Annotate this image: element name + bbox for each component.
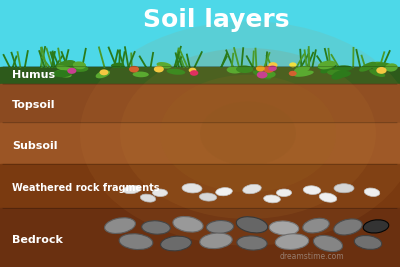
Ellipse shape xyxy=(303,218,329,233)
Ellipse shape xyxy=(319,193,337,202)
Circle shape xyxy=(190,70,198,76)
Ellipse shape xyxy=(142,221,170,234)
Ellipse shape xyxy=(119,234,153,250)
Circle shape xyxy=(129,66,139,73)
Ellipse shape xyxy=(385,63,398,72)
Circle shape xyxy=(268,65,277,71)
Bar xyxy=(0,84,400,123)
Ellipse shape xyxy=(140,194,156,202)
Circle shape xyxy=(154,66,164,72)
Ellipse shape xyxy=(59,68,72,76)
Ellipse shape xyxy=(123,185,141,194)
Bar xyxy=(0,208,400,267)
Ellipse shape xyxy=(243,184,261,194)
Ellipse shape xyxy=(338,71,351,77)
Bar xyxy=(0,123,400,164)
Ellipse shape xyxy=(253,70,271,80)
Ellipse shape xyxy=(55,70,72,77)
Circle shape xyxy=(200,101,296,166)
Circle shape xyxy=(289,62,296,67)
Ellipse shape xyxy=(236,65,253,73)
Ellipse shape xyxy=(200,233,232,249)
Bar xyxy=(0,164,400,208)
Circle shape xyxy=(256,66,265,72)
Ellipse shape xyxy=(199,193,217,201)
Ellipse shape xyxy=(303,186,321,194)
Ellipse shape xyxy=(152,189,168,197)
Ellipse shape xyxy=(96,70,110,78)
Ellipse shape xyxy=(363,220,389,233)
Circle shape xyxy=(160,75,336,192)
Ellipse shape xyxy=(56,65,76,72)
Circle shape xyxy=(376,67,387,74)
Ellipse shape xyxy=(104,218,136,233)
Bar xyxy=(0,0,400,67)
Text: dreamstime.com: dreamstime.com xyxy=(280,252,345,261)
Circle shape xyxy=(263,65,274,73)
Ellipse shape xyxy=(334,65,352,71)
Ellipse shape xyxy=(264,71,276,78)
Ellipse shape xyxy=(334,184,354,193)
Ellipse shape xyxy=(276,189,292,197)
Text: Humus: Humus xyxy=(12,70,55,80)
Ellipse shape xyxy=(237,236,267,250)
Circle shape xyxy=(67,68,76,74)
Text: Subsoil: Subsoil xyxy=(12,140,58,151)
Ellipse shape xyxy=(317,64,337,70)
Ellipse shape xyxy=(370,62,386,69)
Text: Weathered rock fragments: Weathered rock fragments xyxy=(12,183,160,193)
Ellipse shape xyxy=(314,235,342,252)
Ellipse shape xyxy=(364,188,380,197)
Ellipse shape xyxy=(236,217,268,233)
Ellipse shape xyxy=(264,195,280,203)
Ellipse shape xyxy=(160,236,192,251)
Text: Soil layers: Soil layers xyxy=(143,8,289,32)
Circle shape xyxy=(80,21,400,246)
Ellipse shape xyxy=(182,183,202,193)
Circle shape xyxy=(289,71,297,76)
Ellipse shape xyxy=(216,188,232,196)
Circle shape xyxy=(100,69,108,75)
Ellipse shape xyxy=(69,65,88,72)
Ellipse shape xyxy=(173,217,203,232)
Ellipse shape xyxy=(318,61,336,69)
Circle shape xyxy=(120,48,376,219)
Ellipse shape xyxy=(206,221,234,233)
Ellipse shape xyxy=(227,66,242,73)
Circle shape xyxy=(268,62,278,68)
Ellipse shape xyxy=(166,69,185,75)
Ellipse shape xyxy=(334,219,362,235)
Ellipse shape xyxy=(52,70,72,77)
Ellipse shape xyxy=(275,234,309,249)
Ellipse shape xyxy=(133,72,149,77)
Ellipse shape xyxy=(294,66,310,73)
Circle shape xyxy=(189,68,196,73)
Ellipse shape xyxy=(294,70,314,77)
Ellipse shape xyxy=(327,70,344,76)
Ellipse shape xyxy=(331,70,347,80)
Ellipse shape xyxy=(111,63,123,68)
Ellipse shape xyxy=(73,61,86,69)
Ellipse shape xyxy=(372,62,392,70)
Ellipse shape xyxy=(320,67,332,73)
Ellipse shape xyxy=(354,235,382,249)
Bar xyxy=(0,67,400,84)
Circle shape xyxy=(257,71,268,78)
Ellipse shape xyxy=(269,221,299,235)
Ellipse shape xyxy=(156,62,172,69)
Ellipse shape xyxy=(56,60,76,70)
Text: Bedrock: Bedrock xyxy=(12,235,63,245)
Text: Topsoil: Topsoil xyxy=(12,100,56,111)
Ellipse shape xyxy=(369,69,385,77)
Ellipse shape xyxy=(359,62,376,72)
